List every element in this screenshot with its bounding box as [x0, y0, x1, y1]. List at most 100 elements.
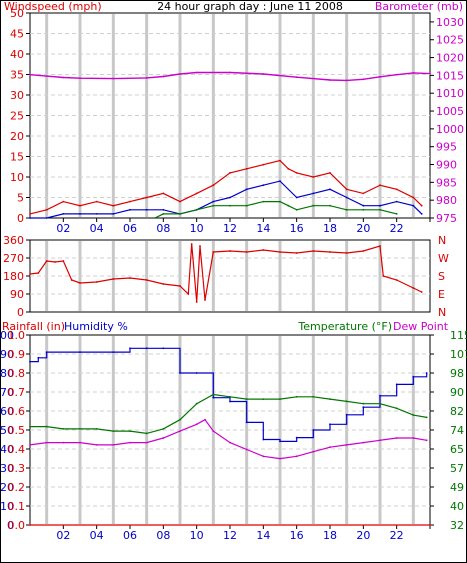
series-wind-average-point [245, 188, 248, 191]
temperature-tick-label: 98 [450, 367, 464, 380]
y-right-tick-label: 1010 [436, 87, 464, 100]
x-tick-label: 18 [323, 529, 337, 542]
x-tick-label: 12 [223, 222, 237, 235]
series-temperature-point [395, 407, 398, 410]
series-wind-direction-point [162, 283, 165, 285]
rainfall-tick-label: 0.9 [8, 348, 26, 361]
humidity-tick-label: 100 [0, 329, 14, 342]
series-wind-gust-point [412, 196, 415, 199]
rainfall-tick-label: 0.8 [8, 367, 26, 380]
series-humidity-point [425, 372, 428, 374]
series-barometer-point [262, 73, 265, 75]
y-left-tick-label: 20 [10, 130, 24, 143]
series-wind-average-point [395, 200, 398, 203]
series-wind-gust-point [145, 196, 148, 199]
series-barometer-point [412, 71, 415, 74]
series-wind-direction-point [45, 260, 48, 262]
x-tick-label: 08 [156, 222, 170, 235]
series-wind-direction-point [262, 249, 265, 251]
series-dew-point-point [212, 430, 215, 433]
series-humidity [30, 347, 428, 442]
series-dew-point-point [79, 441, 81, 444]
x-tick-label: 14 [256, 222, 270, 235]
series-wind-direction-bars-point [345, 208, 348, 211]
series-humidity-point [295, 436, 298, 439]
series-barometer-point [295, 76, 298, 79]
y-right-tick-label: 995 [436, 141, 457, 154]
series-wind-direction-point [382, 275, 385, 277]
series-barometer-point [162, 75, 165, 78]
series-wind-average-point [212, 200, 215, 203]
series-wind-direction-bars-point [229, 204, 231, 207]
x-tick-label: 20 [356, 222, 370, 235]
series-dew-point-point [312, 450, 315, 453]
series-wind-gust-point [29, 213, 31, 215]
series-wind-gust-point [129, 200, 131, 203]
series-dew-point-point [362, 441, 365, 444]
series-wind-direction-point [279, 251, 281, 253]
series-humidity-point [79, 351, 81, 353]
series-dew-point-point [345, 443, 348, 446]
x-tick-label: 16 [290, 529, 304, 542]
series-temperature-point [162, 427, 165, 430]
series-humidity-point [45, 351, 48, 353]
series-barometer-point [62, 76, 65, 79]
y-right-axis-title: Barometer (mb) [375, 0, 463, 13]
temperature-tick-label: 74 [450, 424, 464, 437]
series-wind-direction-bars-point [295, 208, 298, 211]
series-barometer-point [229, 71, 231, 74]
series-temperature-point [412, 414, 415, 417]
series-dew-point-point [95, 443, 98, 446]
y-left-tick-label: 5 [17, 192, 24, 205]
temperature-tick-label: 115 [450, 329, 467, 342]
x-tick-label: 06 [123, 222, 137, 235]
series-wind-direction-bars-point [162, 213, 165, 215]
series-dew-point-point [245, 448, 248, 451]
y-right-tick-label: 1020 [436, 52, 464, 65]
series-temperature-point [145, 432, 148, 435]
series-humidity-point [245, 421, 248, 424]
series-barometer-point [195, 71, 198, 74]
series-humidity-point [129, 347, 131, 350]
series-barometer-point [379, 75, 381, 78]
series-wind-average-point [62, 213, 65, 215]
series-temperature-point [362, 402, 365, 405]
series-wind-gust-point [162, 192, 165, 195]
series-wind-average-point [129, 208, 131, 211]
series-dew-point-point [379, 439, 381, 442]
series-dew-point-point [129, 441, 131, 444]
series-wind-gust-point [379, 184, 381, 187]
series-temperature-point [262, 398, 265, 400]
series-wind-direction-bars-point [329, 204, 331, 207]
series-wind-direction-point [312, 250, 315, 252]
y-left-tick-label: 25 [10, 110, 24, 123]
series-wind-direction-bars-point [395, 213, 398, 215]
series-humidity-point [162, 347, 165, 350]
series-wind-direction-bars-point [262, 200, 265, 203]
y-left-tick-label: 35 [10, 69, 24, 82]
series-temperature-point [79, 427, 81, 430]
x-tick-label: 04 [90, 529, 104, 542]
series-wind-average-point [412, 204, 415, 207]
series-wind-direction-point [345, 252, 348, 254]
series-humidity-point [37, 356, 40, 359]
y-right-tick-label: 1000 [436, 123, 464, 136]
series-temperature-point [312, 395, 315, 398]
x-tick-label: 10 [190, 222, 204, 235]
series-wind-gust-point [287, 167, 290, 170]
temperature-tick-label: 57 [450, 462, 464, 475]
series-temperature-point [245, 398, 248, 400]
humidity-tick-label: 80 [0, 367, 14, 380]
series-humidity-point [262, 438, 265, 441]
rainfall-tick-label: 0.5 [8, 424, 26, 437]
series-wind-gust-point [229, 172, 231, 174]
x-tick-label: 14 [256, 529, 270, 542]
series-wind-direction-point [295, 252, 298, 254]
humidity-tick-label: 30 [0, 462, 14, 475]
series-dew-point-point [204, 418, 206, 421]
series-wind-direction-bars-point [245, 204, 248, 207]
series-wind-direction-point [29, 273, 31, 275]
x-tick-label: 04 [90, 222, 104, 235]
series-dew-point-point [229, 441, 231, 444]
temperature-axis-title: Temperature (°F) [297, 320, 392, 333]
